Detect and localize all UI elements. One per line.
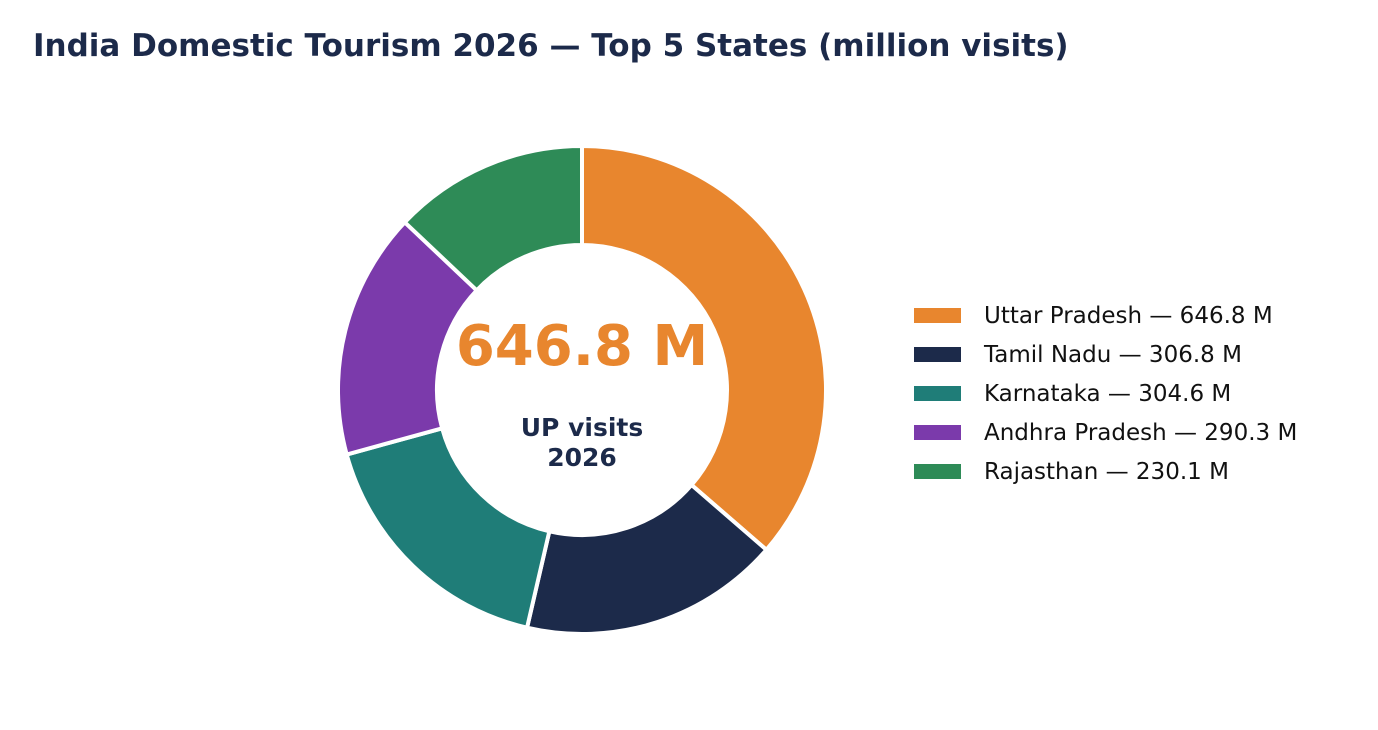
legend-label: Karnataka — 304.6 M <box>984 380 1232 407</box>
center-caption-line2: 2026 <box>547 443 617 472</box>
legend-label: Uttar Pradesh — 646.8 M <box>984 302 1273 329</box>
legend-item-andhra-pradesh: Andhra Pradesh — 290.3 M <box>914 413 1297 452</box>
slice-rajasthan <box>401 143 584 294</box>
legend-item-uttar-pradesh: Uttar Pradesh — 646.8 M <box>914 296 1297 335</box>
slice-uttar-pradesh <box>580 143 828 553</box>
legend-swatch <box>914 464 961 479</box>
legend-swatch <box>914 386 961 401</box>
center-caption-line1: UP visits <box>521 413 643 442</box>
chart-title: India Domestic Tourism 2026 — Top 5 Stat… <box>33 28 1069 64</box>
legend-swatch <box>914 347 961 362</box>
legend-swatch <box>914 308 961 323</box>
slice-karnataka <box>344 425 552 631</box>
legend-item-karnataka: Karnataka — 304.6 M <box>914 374 1297 413</box>
slice-tamil-nadu <box>524 482 770 636</box>
donut-slices <box>336 143 828 636</box>
legend-label: Tamil Nadu — 306.8 M <box>984 341 1242 368</box>
legend-item-rajasthan: Rajasthan — 230.1 M <box>914 452 1297 491</box>
legend-swatch <box>914 425 961 440</box>
center-value: 646.8 M <box>456 314 708 379</box>
legend-label: Rajasthan — 230.1 M <box>984 458 1229 485</box>
legend: Uttar Pradesh — 646.8 M Tamil Nadu — 306… <box>914 296 1297 491</box>
slice-andhra-pradesh <box>336 219 480 457</box>
legend-label: Andhra Pradesh — 290.3 M <box>984 419 1298 446</box>
legend-item-tamil-nadu: Tamil Nadu — 306.8 M <box>914 335 1297 374</box>
